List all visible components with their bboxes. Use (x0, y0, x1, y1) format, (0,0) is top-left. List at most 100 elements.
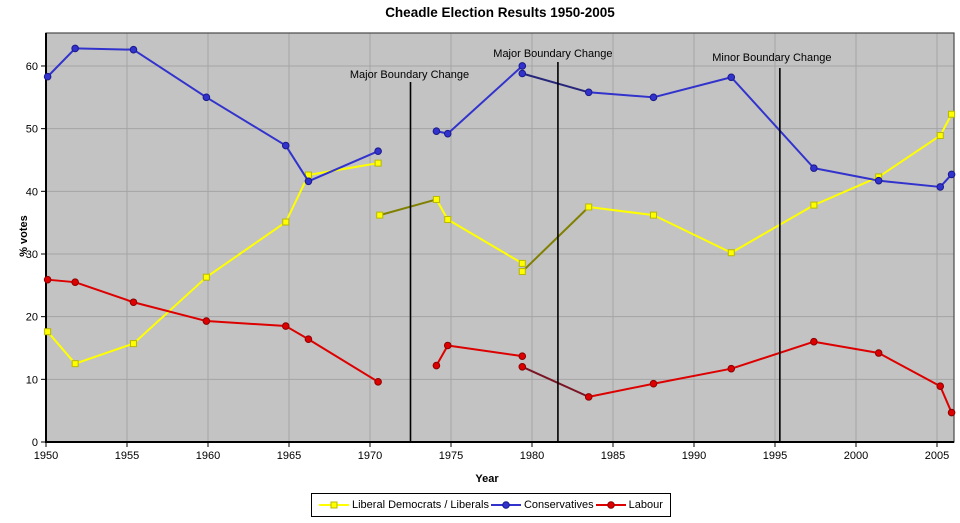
data-point-marker (874, 349, 883, 357)
data-point-marker (936, 132, 944, 140)
y-tick-label: 10 (26, 374, 38, 386)
x-tick-label: 1990 (682, 450, 706, 462)
data-point-marker (936, 382, 945, 391)
series-liberal-democrats-liberals-notional-bridge (521, 206, 590, 273)
data-point-marker (585, 203, 593, 211)
x-tick-label: 1970 (358, 450, 382, 462)
data-point-marker (202, 93, 211, 102)
data-point-marker (432, 361, 441, 370)
gridlines (46, 33, 954, 442)
data-point-marker (374, 159, 382, 167)
legend-marker-icon (490, 501, 521, 509)
y-axis-label: % votes (18, 215, 30, 257)
data-point-marker (649, 93, 658, 102)
legend: Liberal Democrats / Liberals Conservative… (311, 493, 671, 517)
x-tick-label: 1995 (763, 450, 787, 462)
axis-ticks-and-labels: 1950 1955 1960 1965 1970 1975 1980 1985 1990 1995… (26, 61, 949, 462)
x-tick-label: 1955 (115, 450, 139, 462)
data-point-marker (444, 216, 452, 224)
data-point-marker (281, 322, 290, 330)
boundary-change-label: Major Boundary Change (350, 69, 469, 81)
data-point-marker (374, 378, 382, 386)
data-point-marker (810, 337, 818, 346)
y-tick-label: 20 (26, 312, 38, 324)
data-point-marker (584, 88, 593, 97)
legend-item-liberal-democrats-liberals: Liberal Democrats / Liberals (319, 499, 489, 511)
plot-background (46, 33, 954, 442)
series-liberal-democrats-liberals-notional-bridge (379, 198, 437, 217)
y-tick-label: 30 (26, 249, 38, 261)
data-point-marker (202, 317, 211, 325)
x-tick-label: 1965 (277, 450, 301, 462)
data-point-marker (374, 147, 382, 156)
y-tick-label: 0 (32, 437, 38, 449)
data-point-marker (518, 69, 527, 78)
data-point-marker (281, 141, 290, 150)
legend-marker-icon (319, 501, 349, 509)
legend-label: Liberal Democrats / Liberals (352, 499, 489, 511)
x-tick-label: 1950 (34, 450, 58, 462)
data-point-marker (947, 170, 956, 179)
line-chart-plot-area: 1950 1955 1960 1965 1970 1975 1980 1985 1990 1995… (26, 32, 956, 462)
data-point-marker (43, 72, 52, 81)
data-point-marker (376, 211, 384, 219)
data-point-marker (810, 201, 818, 209)
data-point-marker (727, 364, 736, 373)
data-point-marker (443, 129, 452, 138)
x-axis-label: Year (475, 473, 499, 485)
data-point-marker (947, 408, 956, 417)
data-point-marker (727, 249, 735, 257)
data-point-marker (129, 298, 138, 307)
data-point-marker (810, 164, 818, 172)
data-point-marker (304, 335, 313, 344)
x-tick-label: 1985 (601, 450, 625, 462)
x-tick-label: 1980 (520, 450, 544, 462)
y-tick-label: 40 (26, 186, 38, 198)
data-point-marker (584, 393, 593, 401)
data-point-marker (518, 268, 526, 276)
data-point-marker (202, 273, 210, 281)
boundary-change-annotations: Major Boundary Change Major Boundary Chan… (350, 48, 831, 442)
boundary-change-label: Minor Boundary Change (712, 52, 831, 64)
chart-title: Cheadle Election Results 1950-2005 (385, 5, 615, 20)
data-point-marker (43, 275, 52, 284)
data-point-marker (948, 110, 956, 118)
data-point-marker (71, 278, 79, 286)
data-point-marker (304, 177, 313, 186)
legend-item-labour: Labour (595, 499, 663, 511)
x-tick-label: 1975 (439, 450, 463, 462)
legend-item-conservatives: Conservatives (490, 499, 594, 511)
data-point-marker (650, 211, 657, 219)
data-point-marker (936, 183, 945, 191)
x-tick-label: 1960 (196, 450, 220, 462)
x-tick-label: 2000 (844, 450, 868, 462)
data-point-marker (443, 341, 452, 350)
series-labour (43, 275, 956, 417)
boundary-change-label: Major Boundary Change (493, 48, 612, 60)
data-point-marker (129, 45, 138, 54)
data-point-marker (44, 328, 52, 336)
data-point-marker (71, 360, 79, 368)
legend-marker-icon (595, 501, 626, 509)
legend-label: Conservatives (523, 499, 594, 511)
legend-label: Labour (628, 499, 663, 511)
data-point-marker (432, 195, 440, 203)
data-point-marker (518, 362, 527, 371)
series-conservatives-notional-bridge (522, 72, 589, 94)
data-point-marker (874, 176, 883, 185)
x-tick-label: 2005 (925, 450, 949, 462)
data-point-marker (129, 340, 137, 348)
data-point-marker (71, 44, 79, 53)
series-conservatives (43, 44, 956, 191)
y-tick-label: 50 (26, 124, 38, 136)
data-point-marker (518, 259, 526, 267)
data-point-marker (727, 73, 736, 82)
data-point-marker (518, 352, 527, 360)
y-tick-label: 60 (26, 61, 38, 73)
data-point-marker (649, 379, 658, 388)
data-point-marker (432, 127, 441, 135)
data-point-marker (518, 62, 527, 70)
series-labour-notional-bridge (521, 365, 590, 398)
data-point-marker (282, 218, 290, 226)
